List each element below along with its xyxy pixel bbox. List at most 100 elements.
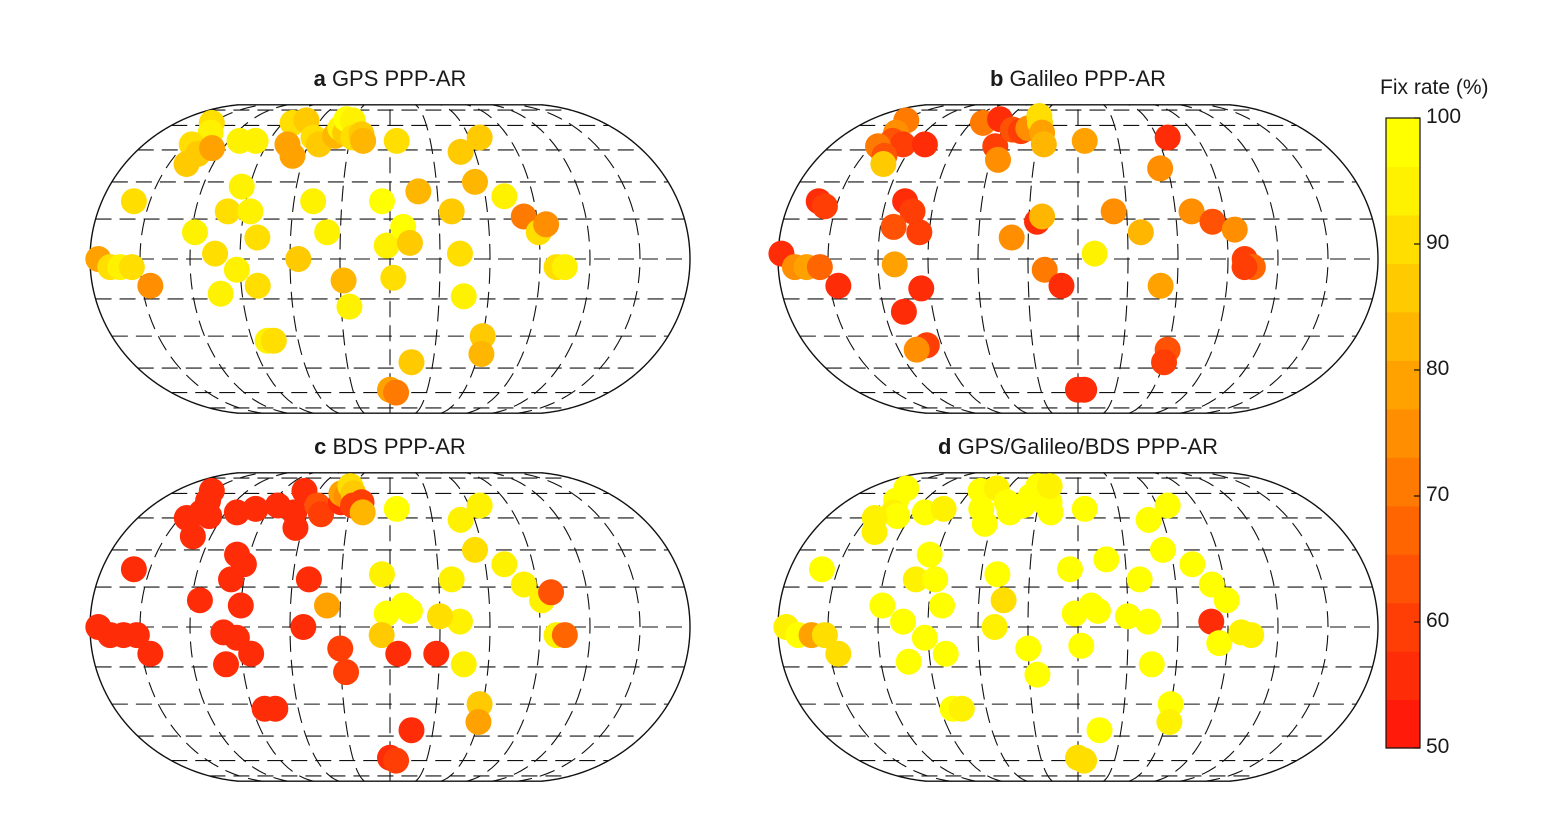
colorbar-tick-label: 80 xyxy=(1426,357,1450,380)
station-marker xyxy=(383,747,410,774)
panel-title-text: Galileo PPP-AR xyxy=(1009,66,1167,91)
colorbar-tick-label: 50 xyxy=(1426,735,1450,758)
graticule-meridian xyxy=(1204,472,1329,782)
station-marker xyxy=(223,256,250,283)
colorbar-tick-label: 90 xyxy=(1426,231,1450,254)
graticule-meridian xyxy=(465,472,541,782)
station-marker xyxy=(137,272,164,299)
station-marker xyxy=(181,219,208,246)
world-map xyxy=(768,103,1379,414)
station-marker xyxy=(202,240,229,267)
colorbar-segment xyxy=(1386,554,1420,604)
station-marker xyxy=(262,695,289,722)
colorbar-segment xyxy=(1386,651,1420,701)
colorbar-segment xyxy=(1386,263,1420,313)
station-marker xyxy=(242,495,269,522)
station-marker xyxy=(123,622,150,649)
station-marker xyxy=(308,501,335,528)
graticule-meridian xyxy=(1178,104,1279,414)
station-marker xyxy=(922,566,949,593)
station-marker xyxy=(466,124,493,151)
station-marker xyxy=(461,168,488,195)
station-marker xyxy=(551,254,578,281)
station-marker xyxy=(279,142,306,169)
graticule-meridian xyxy=(1178,472,1279,782)
station-marker xyxy=(890,298,917,325)
graticule-meridian xyxy=(977,472,1028,782)
colorbar-segment xyxy=(1386,360,1420,410)
station-marker xyxy=(385,640,412,667)
station-marker xyxy=(350,127,377,154)
graticule-meridian xyxy=(516,104,641,414)
station-marker xyxy=(1198,608,1225,635)
station-marker xyxy=(330,267,357,294)
station-marker xyxy=(984,561,1011,588)
station-marker xyxy=(491,551,518,578)
station-marker xyxy=(349,499,376,526)
station-marker xyxy=(238,640,265,667)
station-marker xyxy=(396,597,423,624)
station-marker xyxy=(533,211,560,238)
station-marker xyxy=(1179,551,1206,578)
station-marker xyxy=(1084,597,1111,624)
colorbar-legend: Fix rate (%) 100 90 80 70 60 50 xyxy=(1340,74,1550,774)
graticule-meridian xyxy=(1153,104,1229,414)
station-marker xyxy=(1024,661,1051,688)
station-marker xyxy=(380,264,407,291)
station-marker xyxy=(237,198,264,225)
station-marker xyxy=(368,622,395,649)
graticule-meridian xyxy=(1153,472,1229,782)
station-marker xyxy=(1156,708,1183,735)
colorbar-segment xyxy=(1386,699,1420,749)
colorbar-tick-label: 100 xyxy=(1426,105,1462,128)
panel-title-text: GPS/Galileo/BDS PPP-AR xyxy=(957,434,1218,459)
colorbar-scale xyxy=(1385,117,1421,749)
station-marker xyxy=(932,640,959,667)
station-marker xyxy=(1149,536,1176,563)
station-marker xyxy=(368,188,395,215)
graticule-meridian xyxy=(1128,472,1179,782)
graticule-meridian xyxy=(440,472,491,782)
station-marker xyxy=(300,188,327,215)
station-marker xyxy=(890,131,917,158)
station-marker xyxy=(336,293,363,320)
station-marker xyxy=(333,659,360,686)
station-marker xyxy=(1138,651,1165,678)
graticule-meridian xyxy=(1128,104,1179,414)
station-marker xyxy=(551,622,578,649)
station-marker xyxy=(423,640,450,667)
station-marker xyxy=(825,640,852,667)
station-marker xyxy=(179,523,206,550)
graticule-meridian xyxy=(877,472,978,782)
station-marker xyxy=(1231,254,1258,281)
panel-title: a GPS PPP-AR xyxy=(70,66,710,92)
graticule-meridian xyxy=(189,104,290,414)
station-marker xyxy=(1135,506,1162,533)
station-marker xyxy=(426,603,453,630)
station-marker xyxy=(903,336,930,363)
station-marker xyxy=(1037,499,1064,526)
colorbar-segment xyxy=(1386,214,1420,264)
station-marker xyxy=(870,151,897,178)
panel-bds: c BDS PPP-AR xyxy=(70,434,710,814)
station-marker xyxy=(1178,198,1205,225)
station-marker xyxy=(811,622,838,649)
graticule-meridian xyxy=(490,472,591,782)
station-marker xyxy=(1029,203,1056,230)
colorbar-tick-label: 60 xyxy=(1426,609,1450,632)
station-marker xyxy=(398,349,425,376)
station-marker xyxy=(538,579,565,606)
station-marker xyxy=(880,213,907,240)
station-marker xyxy=(510,571,537,598)
station-marker xyxy=(1221,216,1248,243)
station-marker xyxy=(895,648,922,675)
colorbar-segment xyxy=(1386,505,1420,555)
station-marker xyxy=(1068,632,1095,659)
panel-gps: a GPS PPP-AR xyxy=(70,66,710,446)
station-marker xyxy=(218,566,245,593)
station-marker xyxy=(314,592,341,619)
station-marker xyxy=(383,127,410,154)
panel-title: c BDS PPP-AR xyxy=(70,434,710,460)
colorbar-title: Fix rate (%) xyxy=(1380,76,1489,99)
station-marker xyxy=(902,566,929,593)
